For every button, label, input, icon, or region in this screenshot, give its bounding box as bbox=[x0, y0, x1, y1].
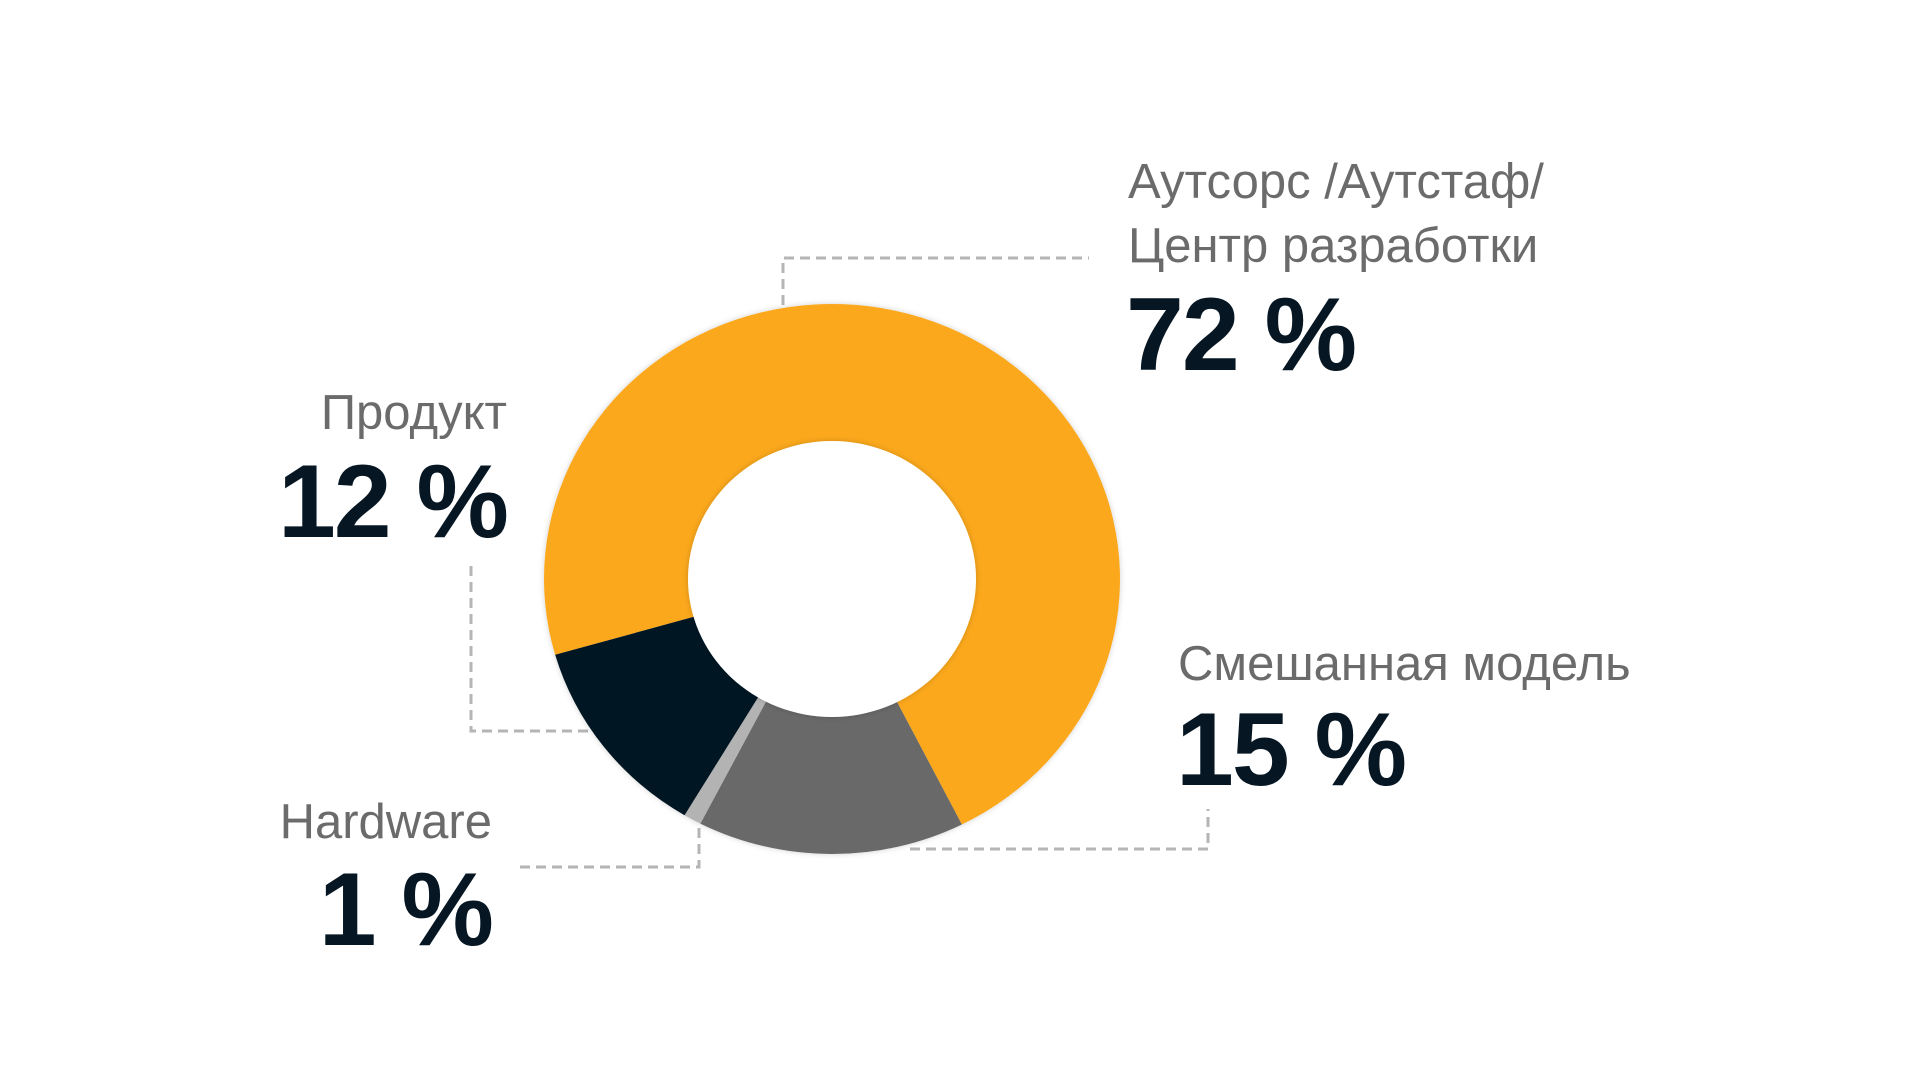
slice-label-mixed: Смешанная модель bbox=[1178, 637, 1631, 691]
leader-line-hardware bbox=[520, 822, 701, 869]
leader-line-mixed bbox=[910, 809, 1210, 851]
slice-label-outsource-line1: Аутсорс /Аутстаф/ bbox=[1128, 155, 1544, 209]
slice-label-hardware: Hardware bbox=[279, 795, 492, 849]
slice-label-product: Продукт bbox=[320, 386, 507, 440]
leader-line-product bbox=[469, 566, 590, 733]
donut-hole bbox=[688, 441, 976, 717]
slice-value-outsource: 72 % bbox=[1126, 277, 1357, 393]
slice-value-hardware: 1 % bbox=[318, 852, 494, 968]
slice-value-mixed: 15 % bbox=[1176, 692, 1407, 808]
slice-label-outsource-line2: Центр разработки bbox=[1128, 219, 1539, 273]
leader-line-outsource bbox=[781, 256, 1089, 305]
slice-value-product: 12 % bbox=[277, 444, 509, 560]
